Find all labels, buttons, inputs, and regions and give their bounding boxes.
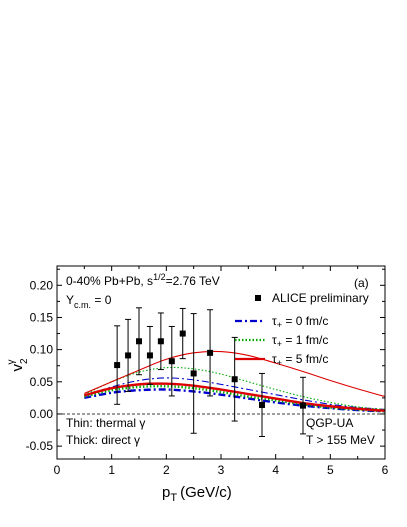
rapidity-annotation: Yc.m. = 0 — [66, 293, 112, 310]
y-tick-label-3: 0.10 — [30, 343, 54, 357]
curve-3-thin — [84, 366, 385, 411]
temperature-annotation: T > 155 MeV — [306, 433, 375, 447]
data-point-6 — [179, 330, 186, 337]
y-tick-label-5: 0.20 — [30, 278, 54, 292]
x-axis-label: pT (GeV/c) — [162, 484, 232, 504]
data-point-3 — [146, 352, 153, 359]
x-tick-label-4: 4 — [272, 463, 279, 477]
legend-label-tau0: τ+ = 0 fm/c — [272, 314, 328, 330]
thin-line-note: Thin: thermal γ — [66, 416, 145, 430]
y-tick-label-1: 0.00 — [30, 407, 54, 421]
y-tick-label-4: 0.15 — [30, 310, 54, 324]
legend-label-tau5: τ+ = 5 fm/c — [272, 352, 328, 368]
legend-label-tau1: τ+ = 1 fm/c — [272, 333, 328, 349]
data-point-1 — [125, 352, 132, 359]
data-point-7 — [190, 370, 197, 377]
data-point-0 — [114, 362, 121, 369]
model-annotation: QGP-UA — [306, 416, 353, 430]
x-tick-label-1: 1 — [108, 463, 115, 477]
data-point-11 — [300, 402, 306, 409]
legend-label-alice: ALICE preliminary — [272, 291, 369, 305]
x-tick-label-6: 6 — [382, 463, 389, 477]
svg-text:v2γ: v2γ — [6, 358, 30, 372]
data-point-5 — [168, 358, 175, 365]
data-point-2 — [136, 338, 142, 345]
y-axis-label: v2γ — [6, 358, 30, 372]
data-point-9 — [231, 376, 238, 383]
data-point-10 — [259, 401, 265, 408]
data-point-4 — [157, 338, 164, 345]
x-tick-label-2: 2 — [163, 463, 170, 477]
x-tick-label-3: 3 — [218, 463, 225, 477]
data-point-8 — [207, 349, 214, 356]
x-tick-label-0: 0 — [54, 463, 61, 477]
y-tick-label-0: -0.05 — [26, 439, 54, 453]
panel-label: (a) — [354, 276, 369, 290]
y-tick-label-2: 0.05 — [30, 375, 54, 389]
collision-annotation: 0-40% Pb+Pb, s1/2=2.76 TeV — [66, 272, 220, 288]
x-tick-label-5: 5 — [327, 463, 334, 477]
thick-line-note: Thick: direct γ — [66, 433, 140, 447]
legend: ALICE preliminary τ+ = 0 fm/c τ+ = 1 fm/… — [235, 291, 369, 368]
legend-marker-alice — [255, 295, 261, 301]
